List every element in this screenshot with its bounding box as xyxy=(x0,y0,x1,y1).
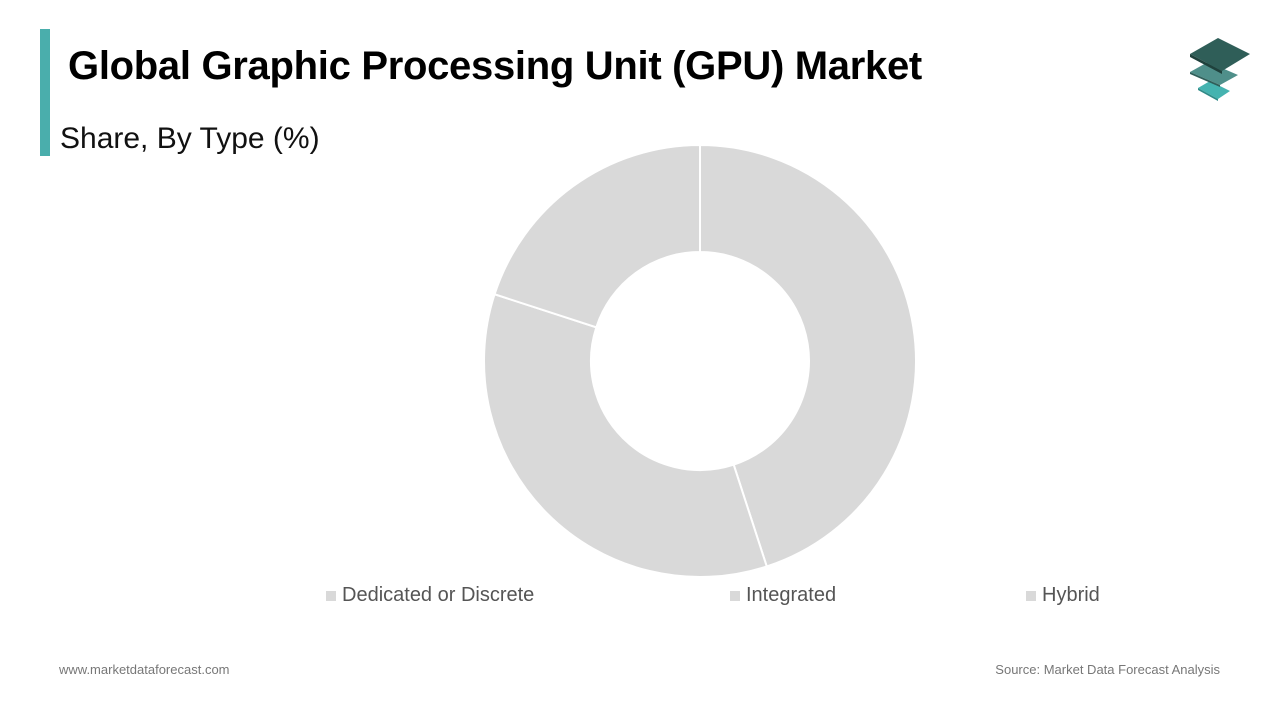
donut-slice-dedicated-or-discrete xyxy=(699,143,917,568)
donut-slice-hybrid xyxy=(493,143,701,329)
legend-item-hybrid: Hybrid xyxy=(1026,584,1100,607)
legend-swatch xyxy=(326,590,336,601)
donut-slices xyxy=(483,143,917,578)
legend-label: Dedicated or Discrete xyxy=(342,584,535,606)
legend-item-dedicated: Dedicated or Discrete xyxy=(326,584,534,607)
legend-swatch xyxy=(730,590,740,601)
donut-slice-integrated xyxy=(483,292,769,578)
legend-item-integrated: Integrated xyxy=(730,584,836,607)
source-note: Source: Market Data Forecast Analysis xyxy=(995,662,1220,677)
legend-label: Hybrid xyxy=(1042,584,1100,606)
title-accent-bar xyxy=(40,29,50,156)
legend-swatch xyxy=(1026,590,1036,601)
chart-title: Global Graphic Processing Unit (GPU) Mar… xyxy=(68,44,922,88)
chart-subtitle: Share, By Type (%) xyxy=(60,122,320,155)
website-link[interactable]: www.marketdataforecast.com xyxy=(59,662,230,677)
stacked-layers-icon xyxy=(1190,38,1250,101)
legend-label: Integrated xyxy=(746,584,837,606)
